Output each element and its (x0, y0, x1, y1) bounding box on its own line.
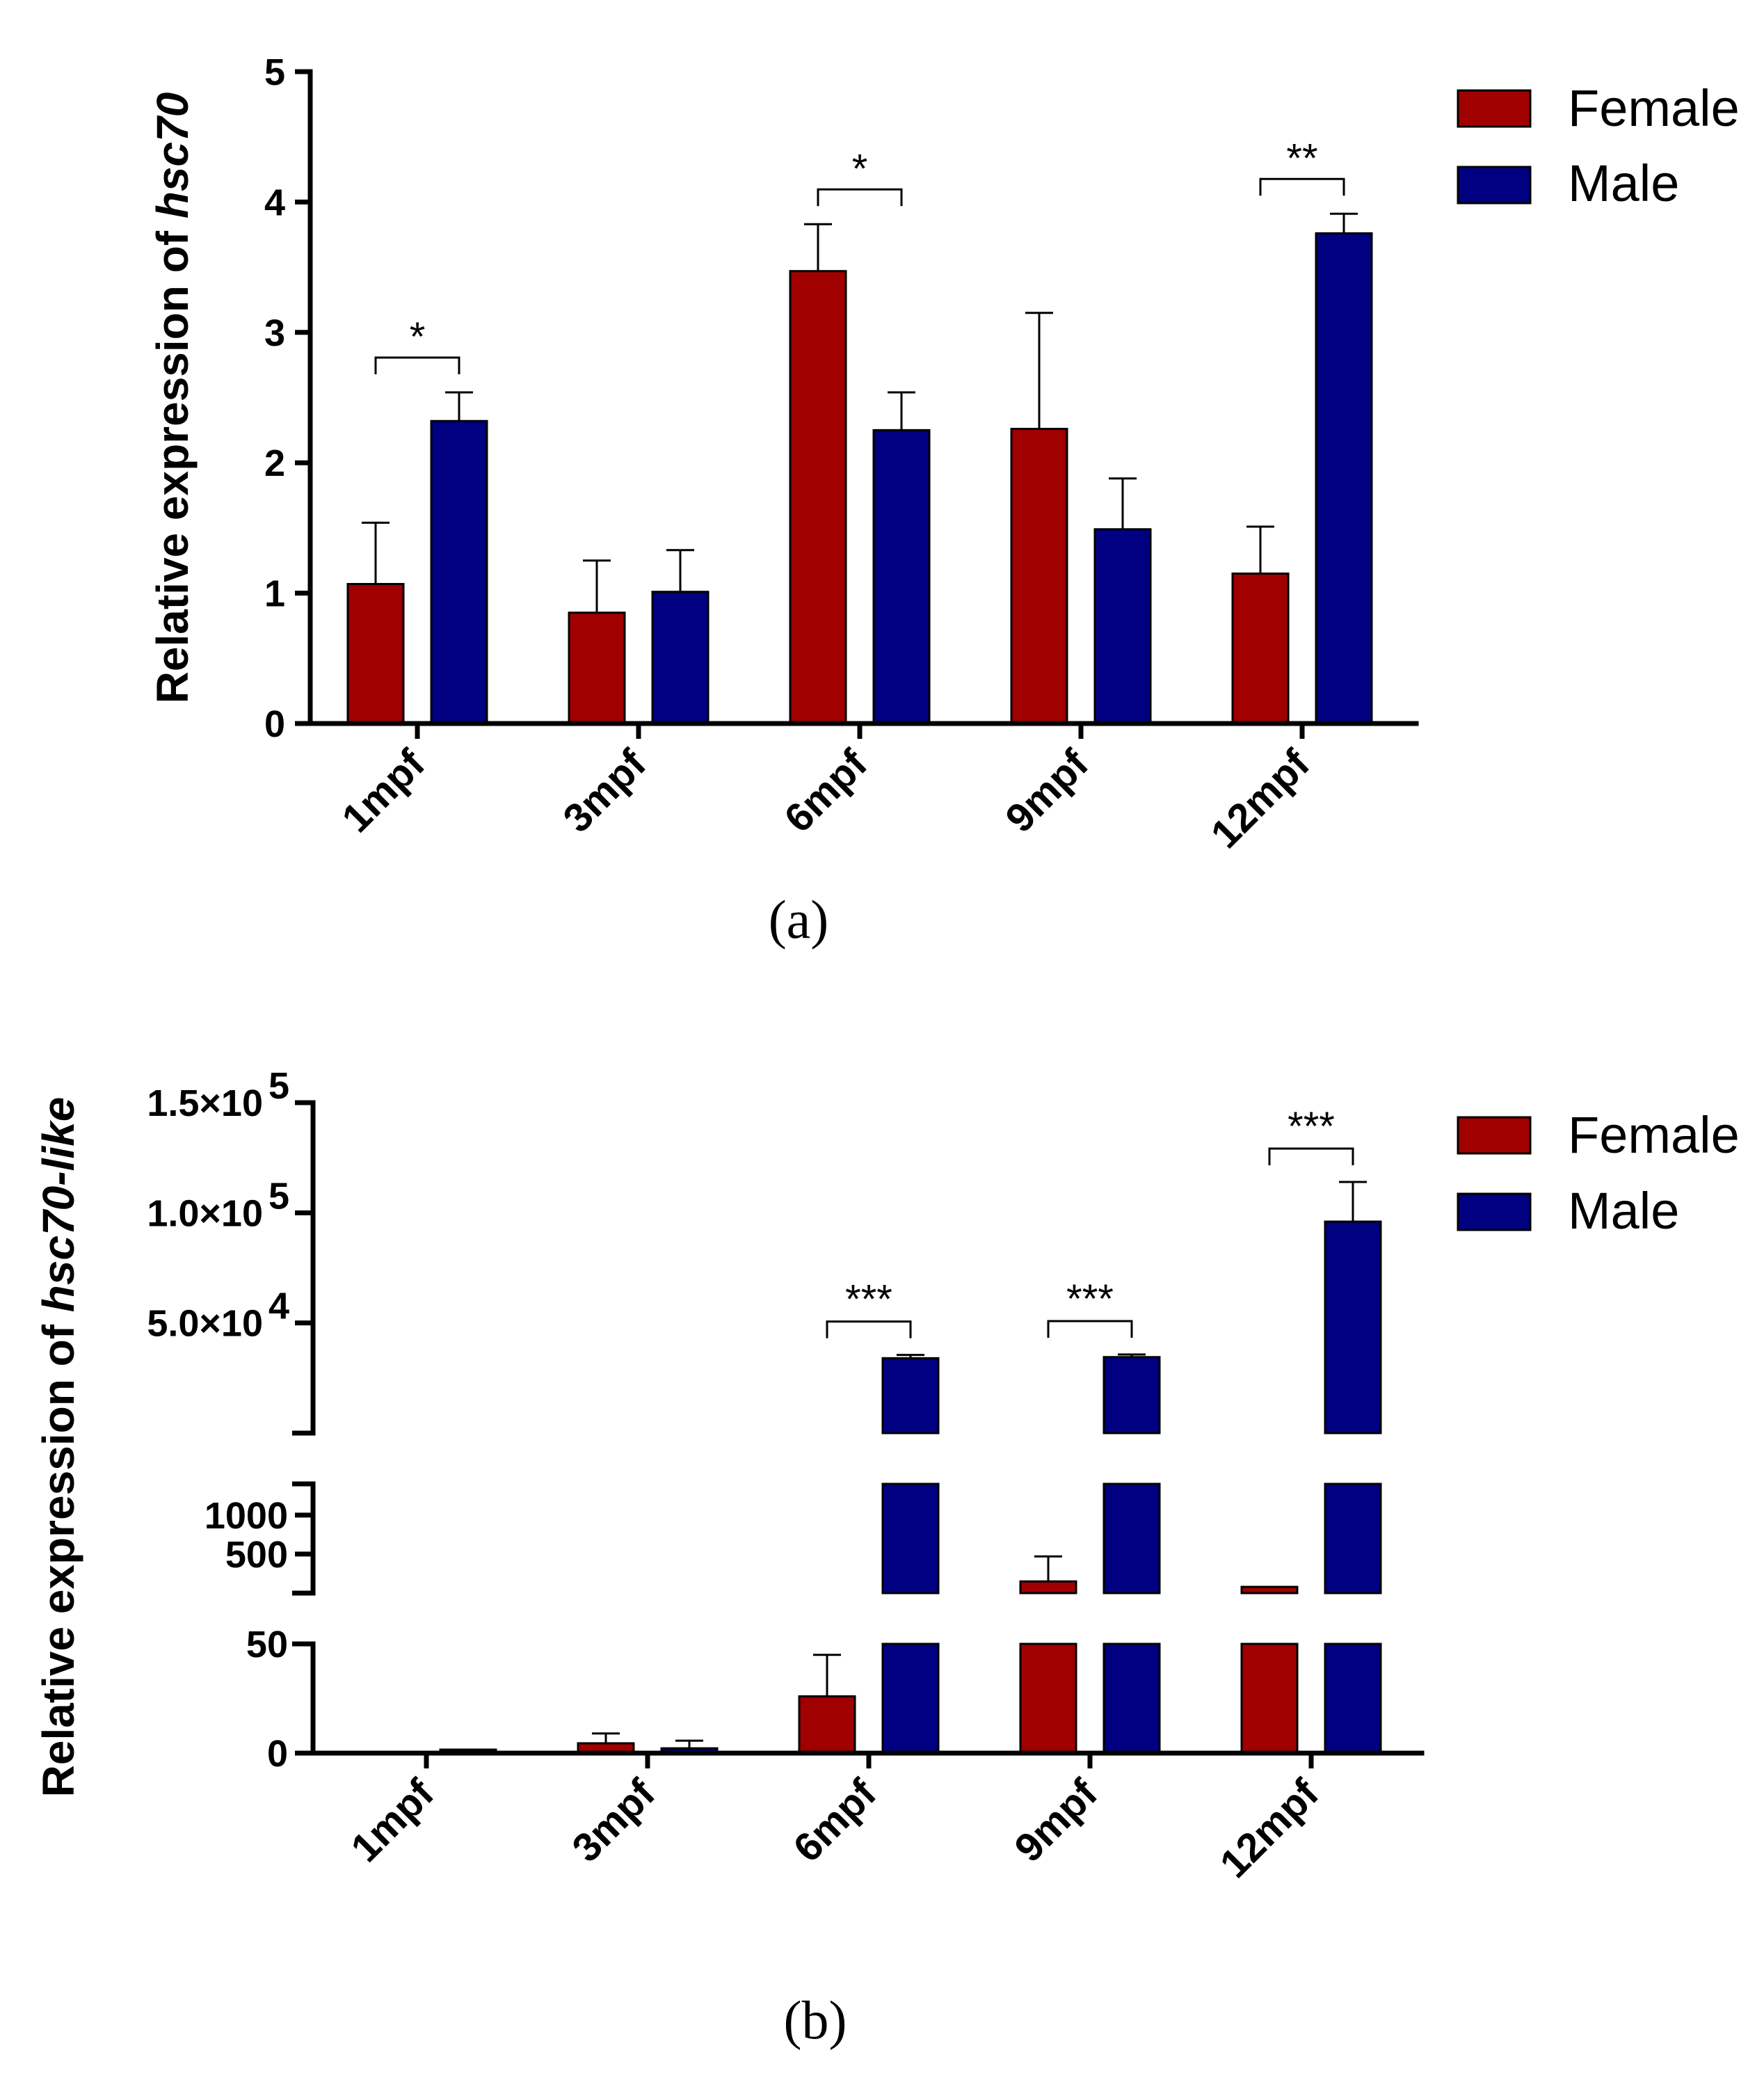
panel-a-legend-label-female: Female (1568, 79, 1740, 137)
panel-b-y-axis-title: Relative expression of hsc70-like (33, 1097, 83, 1798)
panel-b-legend-label-female: Female (1568, 1106, 1740, 1164)
panel-b-bar-female-12mpf (1240, 1643, 1299, 1755)
panel-b-legend-swatch-male (1457, 1192, 1532, 1231)
panel-b-bar-male-6mpf (881, 1643, 940, 1755)
panel-a-y-tick-label: 4 (264, 182, 285, 223)
panel-b-bar-male-12mpf (1324, 1482, 1382, 1595)
panel-a-bar-male-12mpf (1315, 232, 1373, 725)
panel-b-x-tick-label: 12mpf (1211, 1771, 1327, 1887)
panel-b-legend-label-male: Male (1568, 1182, 1679, 1240)
panel-a-x-tick-label: 12mpf (1202, 741, 1318, 857)
panel-a-y-tick-label: 1 (264, 573, 285, 615)
panel-a-significance-label: * (410, 314, 426, 360)
panel-a-y-tick-label: 3 (264, 312, 285, 354)
panel-b-significance: *** *** *** (826, 1104, 1354, 1338)
panel-b-significance-label: *** (1066, 1277, 1114, 1322)
panel-b-y-tick-label: 500 (225, 1534, 288, 1576)
panel-b-y-tick-label: 50 (246, 1624, 288, 1665)
panel-b-y-tick-exponent: 4 (268, 1286, 289, 1327)
panel-b-y-tick-exponent: 5 (268, 1175, 289, 1217)
panel-a-legend-swatch-female (1457, 89, 1532, 128)
panel-a-bar-female-6mpf (789, 270, 847, 725)
panel-b-bar-female-9mpf (1019, 1580, 1077, 1595)
panel-a-y-axis-title: Relative expression of hsc70 (147, 93, 198, 704)
panel-b-bar-male-6mpf (881, 1357, 940, 1434)
panel-b-significance-label: *** (845, 1277, 892, 1322)
panel-a-x-tick-label: 9mpf (997, 741, 1097, 841)
panel-b-y-title-gene: hsc70-like (33, 1097, 83, 1313)
panel-b-bar-male-12mpf (1324, 1643, 1382, 1755)
panel-a-x-tick-label: 6mpf (776, 741, 876, 841)
panel-a-caption: (a) (769, 889, 829, 950)
panel-b-significance-bracket (826, 1320, 912, 1338)
panel-a-bar-male-9mpf (1093, 528, 1152, 725)
panel-b-bar-male-9mpf (1102, 1482, 1161, 1595)
panel-b-x-tick-label: 9mpf (1006, 1771, 1106, 1871)
panel-a-y-title-prefix: Relative expression of (147, 218, 198, 703)
panel-a-bar-male-3mpf (651, 591, 709, 725)
panel-b-y-tick-label: 1.0×10 (147, 1192, 263, 1234)
panel-b-x-ticks: 1mpf 3mpf 6mpf 9mpf 12mpf (342, 1753, 1328, 1887)
panel-a-y-tick-label: 2 (264, 442, 285, 484)
panel-a-significance-bracket (817, 188, 903, 207)
panel-b-bars (439, 1181, 1382, 1755)
panel-a-bar-male-6mpf (872, 429, 931, 725)
panel-a-y-tick-label: 0 (264, 703, 285, 745)
panel-a-y-title-gene: hsc70 (147, 93, 198, 218)
panel-a-bar-female-12mpf (1231, 572, 1290, 725)
panel-b-bar-female-6mpf (798, 1695, 856, 1755)
panel-a-significance-bracket (374, 356, 460, 375)
panel-a-axes (307, 69, 1419, 726)
panel-a-y-ticks: 0 1 2 3 4 5 (264, 51, 310, 745)
panel-b-x-tick-label: 1mpf (342, 1771, 442, 1871)
panel-b-y-tick-label: 1.5×10 (147, 1082, 263, 1124)
panel-a-bars (346, 212, 1373, 725)
panel-a-bar-female-1mpf (346, 582, 405, 725)
panel-a-significance: ** ** (374, 136, 1345, 375)
panel-b-bar-male-9mpf (1102, 1643, 1161, 1755)
panel-b-x-tick-label: 3mpf (563, 1771, 664, 1871)
panel-b-caption: (b) (784, 1990, 847, 2050)
panel-b-bar-male-6mpf (881, 1482, 940, 1595)
panel-b-significance-bracket (1268, 1147, 1354, 1165)
panel-a-bar-female-3mpf (568, 612, 626, 725)
panel-b-significance-bracket (1047, 1320, 1133, 1338)
panel-a-bar-male-1mpf (430, 419, 488, 725)
panel-a-legend-swatch-male (1457, 166, 1532, 205)
panel-b-x-tick-label: 6mpf (785, 1771, 885, 1871)
panel-a-significance-bracket (1259, 177, 1345, 196)
panel-b-bar-male-9mpf (1102, 1356, 1161, 1434)
panel-b-y-tick-label: 0 (267, 1733, 288, 1775)
panel-b-legend-swatch-female (1457, 1116, 1532, 1155)
panel-a-legend: Female Male (1457, 79, 1740, 212)
panel-a-bar-female-9mpf (1010, 427, 1068, 725)
panel-a-y-tick-label: 5 (264, 51, 285, 93)
panel-a-legend-label-male: Male (1568, 154, 1679, 212)
panel-b-legend: Female Male (1457, 1106, 1740, 1240)
panel-a-x-ticks: 1mpf 3mpf 6mpf 9mpf 12mpf (333, 724, 1319, 857)
panel-a-significance-label: ** (1286, 136, 1317, 181)
panel-b-significance-label: *** (1288, 1104, 1335, 1149)
panel-b-bar-male-12mpf (1324, 1220, 1382, 1434)
panel-a-x-tick-label: 1mpf (333, 741, 433, 841)
panel-b-y-title-prefix: Relative expression of (33, 1312, 83, 1797)
panel-b-bar-female-9mpf (1019, 1643, 1077, 1755)
panel-a-significance-label: * (852, 146, 868, 191)
panel-b-y-tick-label: 5.0×10 (147, 1303, 263, 1345)
panel-b-bar-female-12mpf (1240, 1585, 1299, 1595)
panel-b-y-tick-exponent: 5 (268, 1065, 289, 1107)
panel-a-x-tick-label: 3mpf (554, 741, 655, 841)
panel-b-y-tick-label: 1000 (205, 1495, 288, 1537)
